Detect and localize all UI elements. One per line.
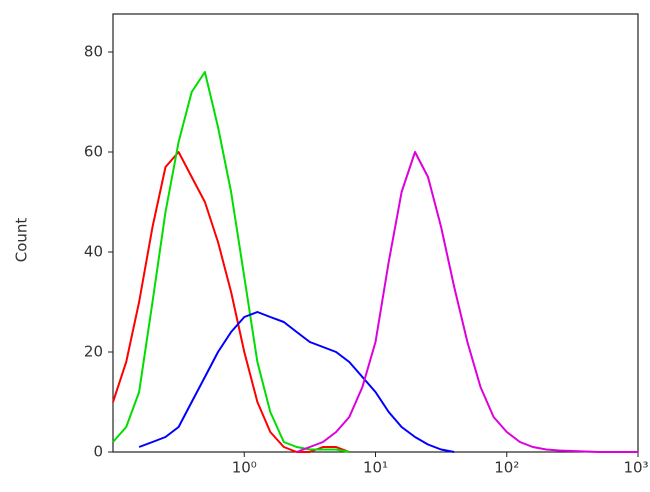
x-tick-label: 10² xyxy=(494,459,519,477)
y-tick-label: 40 xyxy=(84,243,103,261)
series-line xyxy=(296,151,638,453)
x-tick-label: 10⁰ xyxy=(232,459,257,477)
x-tick-label: 10¹ xyxy=(363,459,388,477)
y-tick-label: 20 xyxy=(84,343,103,361)
y-tick-label: 80 xyxy=(84,43,103,61)
series-line xyxy=(112,71,350,453)
series-line xyxy=(138,311,455,453)
y-tick-label: 60 xyxy=(84,143,103,161)
x-tick-label: 10³ xyxy=(623,459,648,477)
series-line xyxy=(112,151,350,453)
y-tick-label: 0 xyxy=(93,443,103,461)
y-axis-label: Count xyxy=(13,218,31,263)
plot-frame xyxy=(112,13,639,453)
